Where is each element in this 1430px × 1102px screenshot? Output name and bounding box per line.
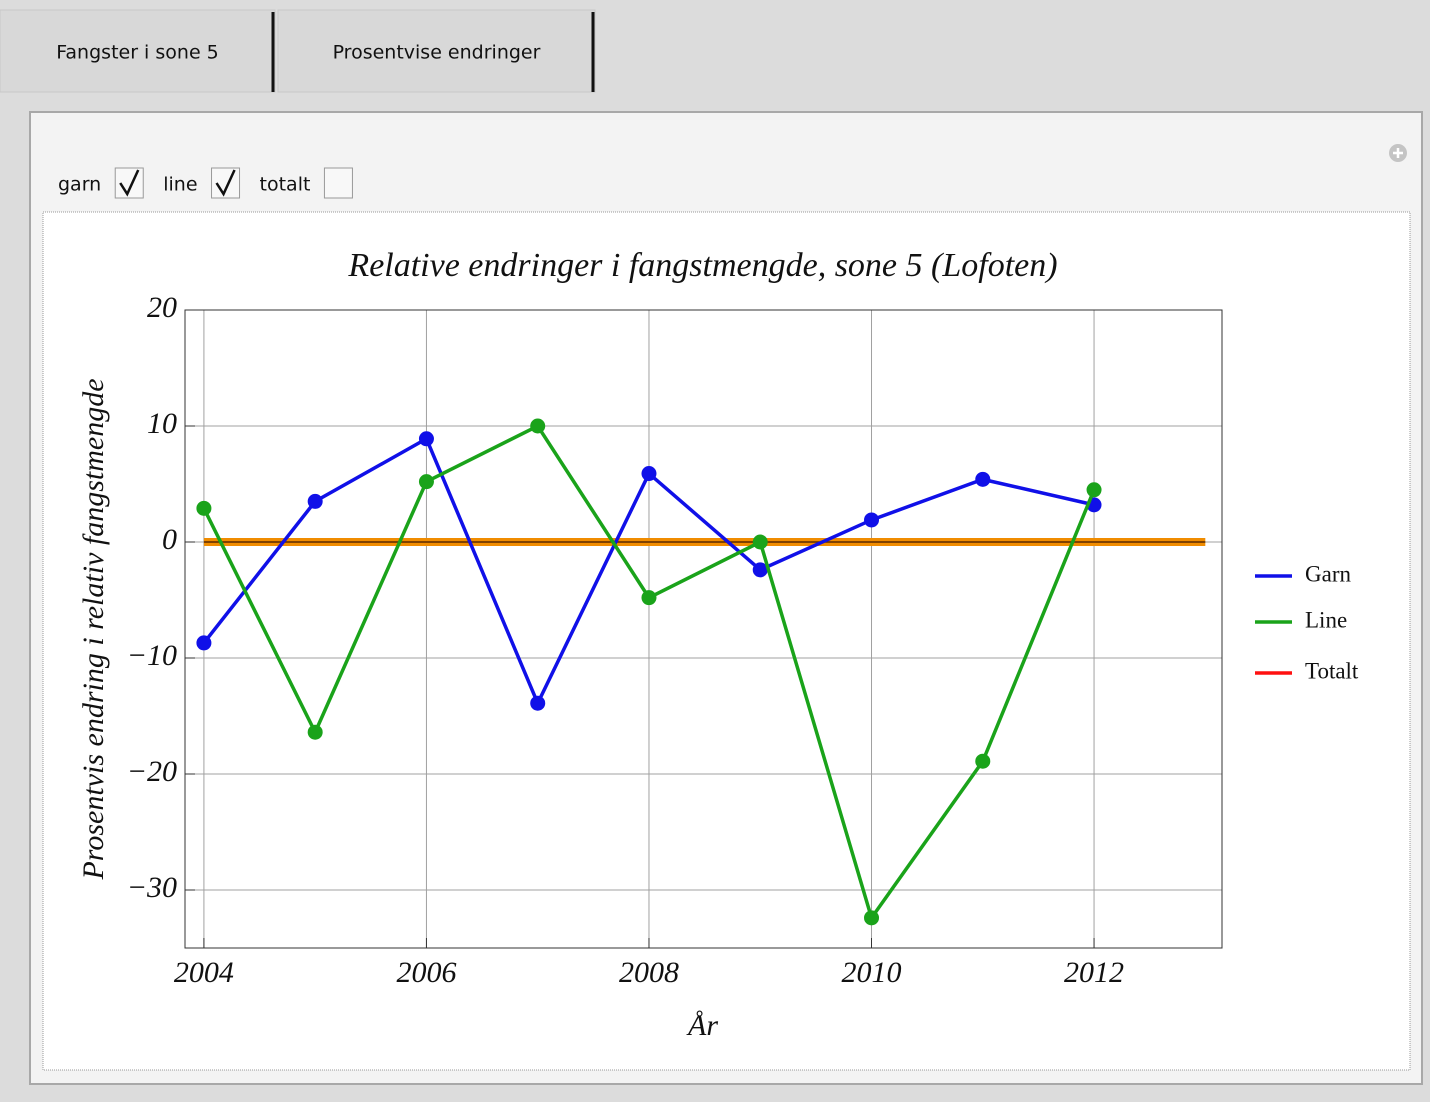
point bbox=[641, 466, 657, 482]
checkbox-label: line bbox=[163, 174, 197, 196]
y-tick-label: −30 bbox=[127, 871, 177, 904]
tab[interactable] bbox=[277, 9, 596, 93]
legend-label: Garn bbox=[1305, 561, 1351, 586]
checkbox[interactable] bbox=[114, 167, 144, 199]
x-tick-label: 2004 bbox=[174, 956, 234, 989]
add-icon bbox=[1393, 148, 1403, 158]
point bbox=[196, 500, 212, 516]
point bbox=[975, 471, 991, 487]
x-tick-label: 2010 bbox=[842, 956, 902, 989]
x-axis-label: År bbox=[686, 1009, 718, 1042]
point bbox=[530, 695, 546, 711]
x-tick-label: 2008 bbox=[619, 956, 679, 989]
checkbox[interactable] bbox=[323, 167, 353, 199]
checkbox-label: garn bbox=[58, 174, 101, 196]
point bbox=[1086, 482, 1102, 498]
legend-label: Line bbox=[1305, 607, 1347, 632]
x-tick-label: 2012 bbox=[1064, 956, 1124, 989]
chart-title: Relative endringer i fangstmengde, sone … bbox=[347, 247, 1057, 284]
checkbox[interactable] bbox=[211, 167, 241, 199]
check-mark bbox=[215, 169, 236, 197]
point bbox=[752, 562, 768, 578]
tab-label: Prosentvise endringer bbox=[333, 42, 541, 64]
point bbox=[418, 431, 434, 447]
point bbox=[196, 635, 212, 651]
y-tick-label: 20 bbox=[147, 291, 177, 324]
legend-label: Totalt bbox=[1305, 658, 1359, 683]
tab-label: Fangster i sone 5 bbox=[56, 42, 219, 64]
y-tick-label: 10 bbox=[147, 407, 177, 440]
point bbox=[418, 474, 434, 490]
point bbox=[307, 493, 323, 509]
point bbox=[307, 724, 323, 740]
y-tick-label: 0 bbox=[162, 523, 177, 556]
y-axis-label: Prosentvis endring i relativ fangstmengd… bbox=[77, 378, 110, 880]
point bbox=[530, 418, 546, 434]
x-tick-label: 2006 bbox=[396, 956, 456, 989]
y-tick-label: −10 bbox=[127, 639, 177, 672]
point bbox=[864, 512, 880, 528]
check-mark bbox=[119, 169, 140, 197]
plot-frame bbox=[184, 309, 1223, 949]
point bbox=[752, 534, 768, 550]
y-tick-label: −20 bbox=[127, 755, 177, 788]
point bbox=[975, 753, 991, 769]
checkbox-label: totalt bbox=[260, 174, 311, 196]
plot-box bbox=[42, 211, 1411, 1071]
tab[interactable] bbox=[0, 9, 276, 93]
point bbox=[864, 910, 880, 926]
point bbox=[641, 590, 657, 606]
